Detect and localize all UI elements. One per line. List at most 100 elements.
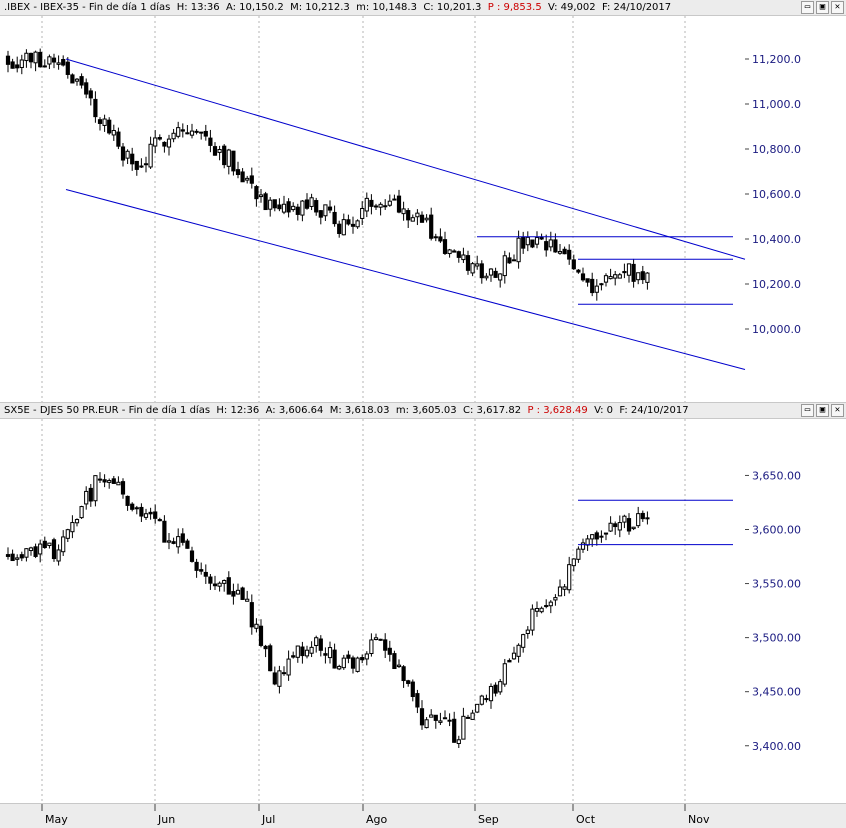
candle-body	[203, 571, 208, 577]
ibex-header-text: .IBEX - IBEX-35 - Fin de día 1 días H: 1…	[4, 0, 671, 15]
candle-body	[277, 204, 282, 210]
sx5e-chart[interactable]: 3,650.00 3,600.00 3,550.00 3,500.00 3,450.00…	[0, 419, 846, 804]
candle-body	[631, 263, 636, 282]
minimize-icon[interactable]: ▭	[801, 404, 814, 417]
candle-body	[488, 685, 494, 702]
ibex-symbol: .IBEX - IBEX-35 - Fin de día 1 días	[4, 2, 171, 13]
candle-body	[429, 714, 434, 718]
candle-body	[263, 645, 268, 650]
candle-body	[553, 597, 558, 601]
maximize-icon[interactable]: ▣	[816, 1, 829, 14]
candle-body	[268, 645, 273, 672]
candle-body	[130, 153, 135, 165]
candle-body	[47, 56, 52, 65]
candle-body	[65, 61, 70, 75]
candle-body	[116, 481, 121, 486]
candle-body	[304, 199, 310, 209]
candle-body	[594, 285, 599, 293]
ibex-low: m: 10,148.3	[356, 2, 417, 13]
y-tick-label: 10,400.0	[752, 233, 801, 246]
candle-body	[235, 169, 241, 175]
close-icon[interactable]: ✕	[831, 404, 844, 417]
candle-body	[235, 589, 241, 595]
candle-body	[116, 131, 121, 147]
candle-body	[176, 127, 181, 137]
candle-body	[97, 478, 103, 481]
candle-body	[318, 638, 323, 651]
candle-body	[507, 257, 512, 264]
month-label: May	[45, 813, 68, 826]
sx5e-window-buttons: ▭ ▣ ✕	[801, 404, 844, 417]
month-label: Ago	[366, 813, 388, 826]
candle-body	[199, 569, 204, 572]
candle-body	[33, 546, 38, 557]
candle-body	[548, 601, 553, 607]
candle-body	[245, 177, 250, 181]
candle-body	[157, 519, 162, 522]
maximize-icon[interactable]: ▣	[816, 404, 829, 417]
candle-body	[107, 119, 112, 134]
candle-body	[102, 118, 107, 126]
candle-body	[194, 561, 199, 571]
candle-body	[84, 82, 89, 95]
candle-body	[295, 206, 300, 215]
candle-body	[599, 535, 604, 538]
candle-body	[111, 478, 116, 484]
candle-body	[337, 223, 342, 234]
candle-body	[465, 716, 471, 719]
trend-channel-line	[65, 58, 746, 260]
candle-body	[534, 237, 540, 245]
y-tick-label: 11,000.0	[752, 98, 801, 111]
candle-body	[93, 98, 98, 118]
minimize-icon[interactable]: ▭	[801, 1, 814, 14]
candle-body	[318, 210, 323, 218]
month-label: Sep	[478, 813, 499, 826]
close-icon[interactable]: ✕	[831, 1, 844, 14]
candle-body	[97, 119, 103, 124]
ibex-pane[interactable]: .IBEX - IBEX-35 - Fin de día 1 días H: 1…	[0, 0, 846, 402]
candle-body	[622, 271, 627, 274]
candle-body	[452, 250, 457, 253]
candle-body	[470, 712, 475, 720]
candle-body	[567, 249, 572, 260]
candle-body	[645, 517, 650, 520]
candle-body	[346, 219, 351, 225]
sx5e-close: C: 3,617.82	[463, 405, 522, 416]
candle-body	[268, 199, 273, 210]
candle-body	[498, 273, 503, 281]
candle-body	[355, 657, 360, 672]
candle-body	[424, 217, 429, 221]
candle-body	[5, 554, 11, 557]
candle-body	[373, 637, 379, 641]
candle-body	[484, 698, 489, 701]
candle-body	[139, 506, 144, 517]
candle-body	[525, 629, 530, 634]
candle-body	[452, 718, 457, 743]
candle-body	[212, 583, 218, 587]
candle-body	[410, 681, 415, 697]
candle-body	[360, 657, 365, 661]
candle-body	[364, 653, 369, 660]
candle-body	[143, 513, 149, 518]
sx5e-pane[interactable]: SX5E - DJES 50 PR.EUR - Fin de día 1 día…	[0, 402, 846, 804]
candle-body	[576, 548, 581, 560]
candle-body	[636, 272, 641, 281]
candle-body	[79, 76, 84, 86]
candle-body	[534, 608, 540, 612]
candle-body	[222, 579, 227, 584]
candle-body	[557, 251, 563, 254]
ibex-window-buttons: ▭ ▣ ✕	[801, 1, 844, 14]
candle-body	[530, 608, 535, 631]
candle-body	[521, 634, 526, 648]
candle-body	[217, 582, 222, 587]
candle-body	[249, 175, 254, 184]
candle-body	[530, 239, 535, 248]
candle-body	[387, 647, 392, 655]
ibex-chart[interactable]: 11,200.0 11,000.0 10,800.0 10,600.0 10,400.0…	[0, 16, 846, 402]
candle-body	[226, 149, 231, 167]
candle-body	[415, 212, 420, 218]
candle-body	[484, 275, 489, 279]
candle-body	[217, 149, 222, 153]
candle-body	[240, 587, 245, 600]
candle-body	[15, 557, 20, 560]
